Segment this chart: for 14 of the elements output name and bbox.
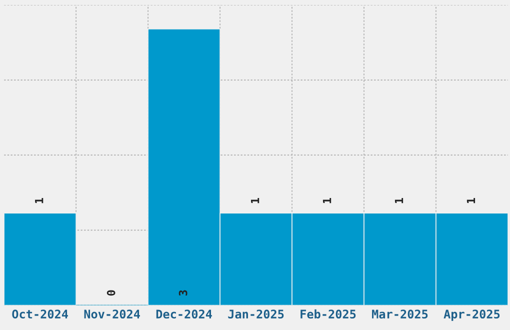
x-tick-label: Apr-2025 [444, 310, 500, 321]
x-tick-label: Dec-2024 [156, 310, 212, 319]
data-label: 3 [178, 290, 188, 296]
data-label: 1 [466, 198, 476, 204]
data-label: 1 [322, 198, 332, 204]
data-label: 1 [35, 198, 44, 204]
x-tick-label: Oct-2024 [12, 310, 68, 319]
x-tick-label: Mar-2025 [372, 310, 428, 319]
x-tick-label: Feb-2025 [300, 309, 356, 319]
data-label: 1 [394, 198, 404, 204]
x-tick-label: Jan-2025 [228, 310, 284, 319]
data-label: 1 [250, 198, 260, 204]
x-tick-label: Nov-2024 [84, 310, 140, 319]
data-label: 0 [106, 290, 116, 296]
